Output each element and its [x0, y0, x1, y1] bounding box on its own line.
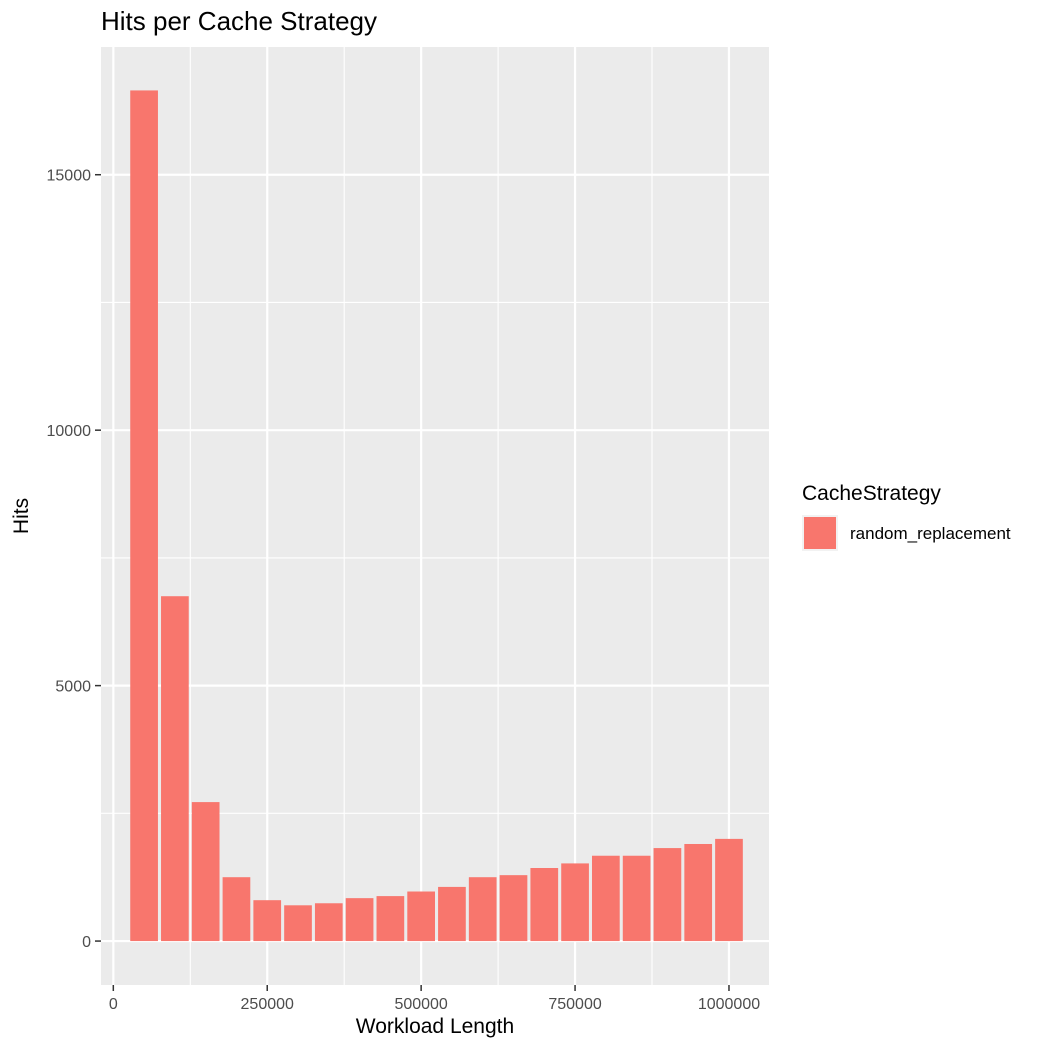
bar-150000 — [191, 802, 220, 942]
y-tick-label: 5000 — [55, 679, 91, 696]
bar-950000 — [684, 843, 713, 942]
x-tick-label: 0 — [109, 996, 118, 1013]
bars — [130, 90, 743, 942]
y-axis: 0 5000 10000 15000 — [47, 168, 101, 951]
bar-900000 — [653, 848, 682, 942]
legend-label-random-replacement: random_replacement — [850, 524, 1011, 543]
bar-300000 — [284, 905, 312, 942]
bar-350000 — [314, 903, 343, 942]
bar-850000 — [622, 855, 651, 942]
y-tick-label: 0 — [82, 934, 91, 951]
bar-400000 — [345, 898, 374, 942]
x-tick-label: 250000 — [241, 996, 294, 1013]
bar-700000 — [530, 868, 559, 942]
bar-600000 — [468, 877, 497, 942]
x-tick-label: 500000 — [394, 996, 447, 1013]
bar-100000 — [161, 596, 189, 942]
legend-title: CacheStrategy — [802, 482, 941, 505]
bar-550000 — [438, 886, 466, 942]
legend: CacheStrategy random_replacement — [802, 482, 1011, 551]
grid-minor — [101, 47, 769, 985]
chart-title: Hits per Cache Strategy — [101, 6, 377, 36]
x-tick-label: 750000 — [548, 996, 601, 1013]
x-axis: 0 250000 500000 750000 1000000 — [109, 985, 760, 1013]
y-axis-title: Hits — [10, 498, 33, 534]
bar-50000 — [130, 90, 158, 942]
legend-key-random-replacement — [804, 517, 836, 549]
y-tick-label: 10000 — [47, 423, 92, 440]
bar-750000 — [561, 863, 589, 942]
bar-500000 — [407, 891, 435, 942]
bar-250000 — [253, 900, 282, 942]
x-axis-title: Workload Length — [356, 1015, 514, 1038]
bar-800000 — [591, 855, 620, 942]
bar-1000000 — [715, 838, 743, 942]
x-tick-label: 1000000 — [698, 996, 760, 1013]
bar-200000 — [222, 877, 251, 942]
y-tick-label: 15000 — [47, 168, 92, 185]
bar-650000 — [499, 875, 528, 942]
bar-450000 — [376, 896, 405, 942]
grid-major — [101, 47, 769, 985]
